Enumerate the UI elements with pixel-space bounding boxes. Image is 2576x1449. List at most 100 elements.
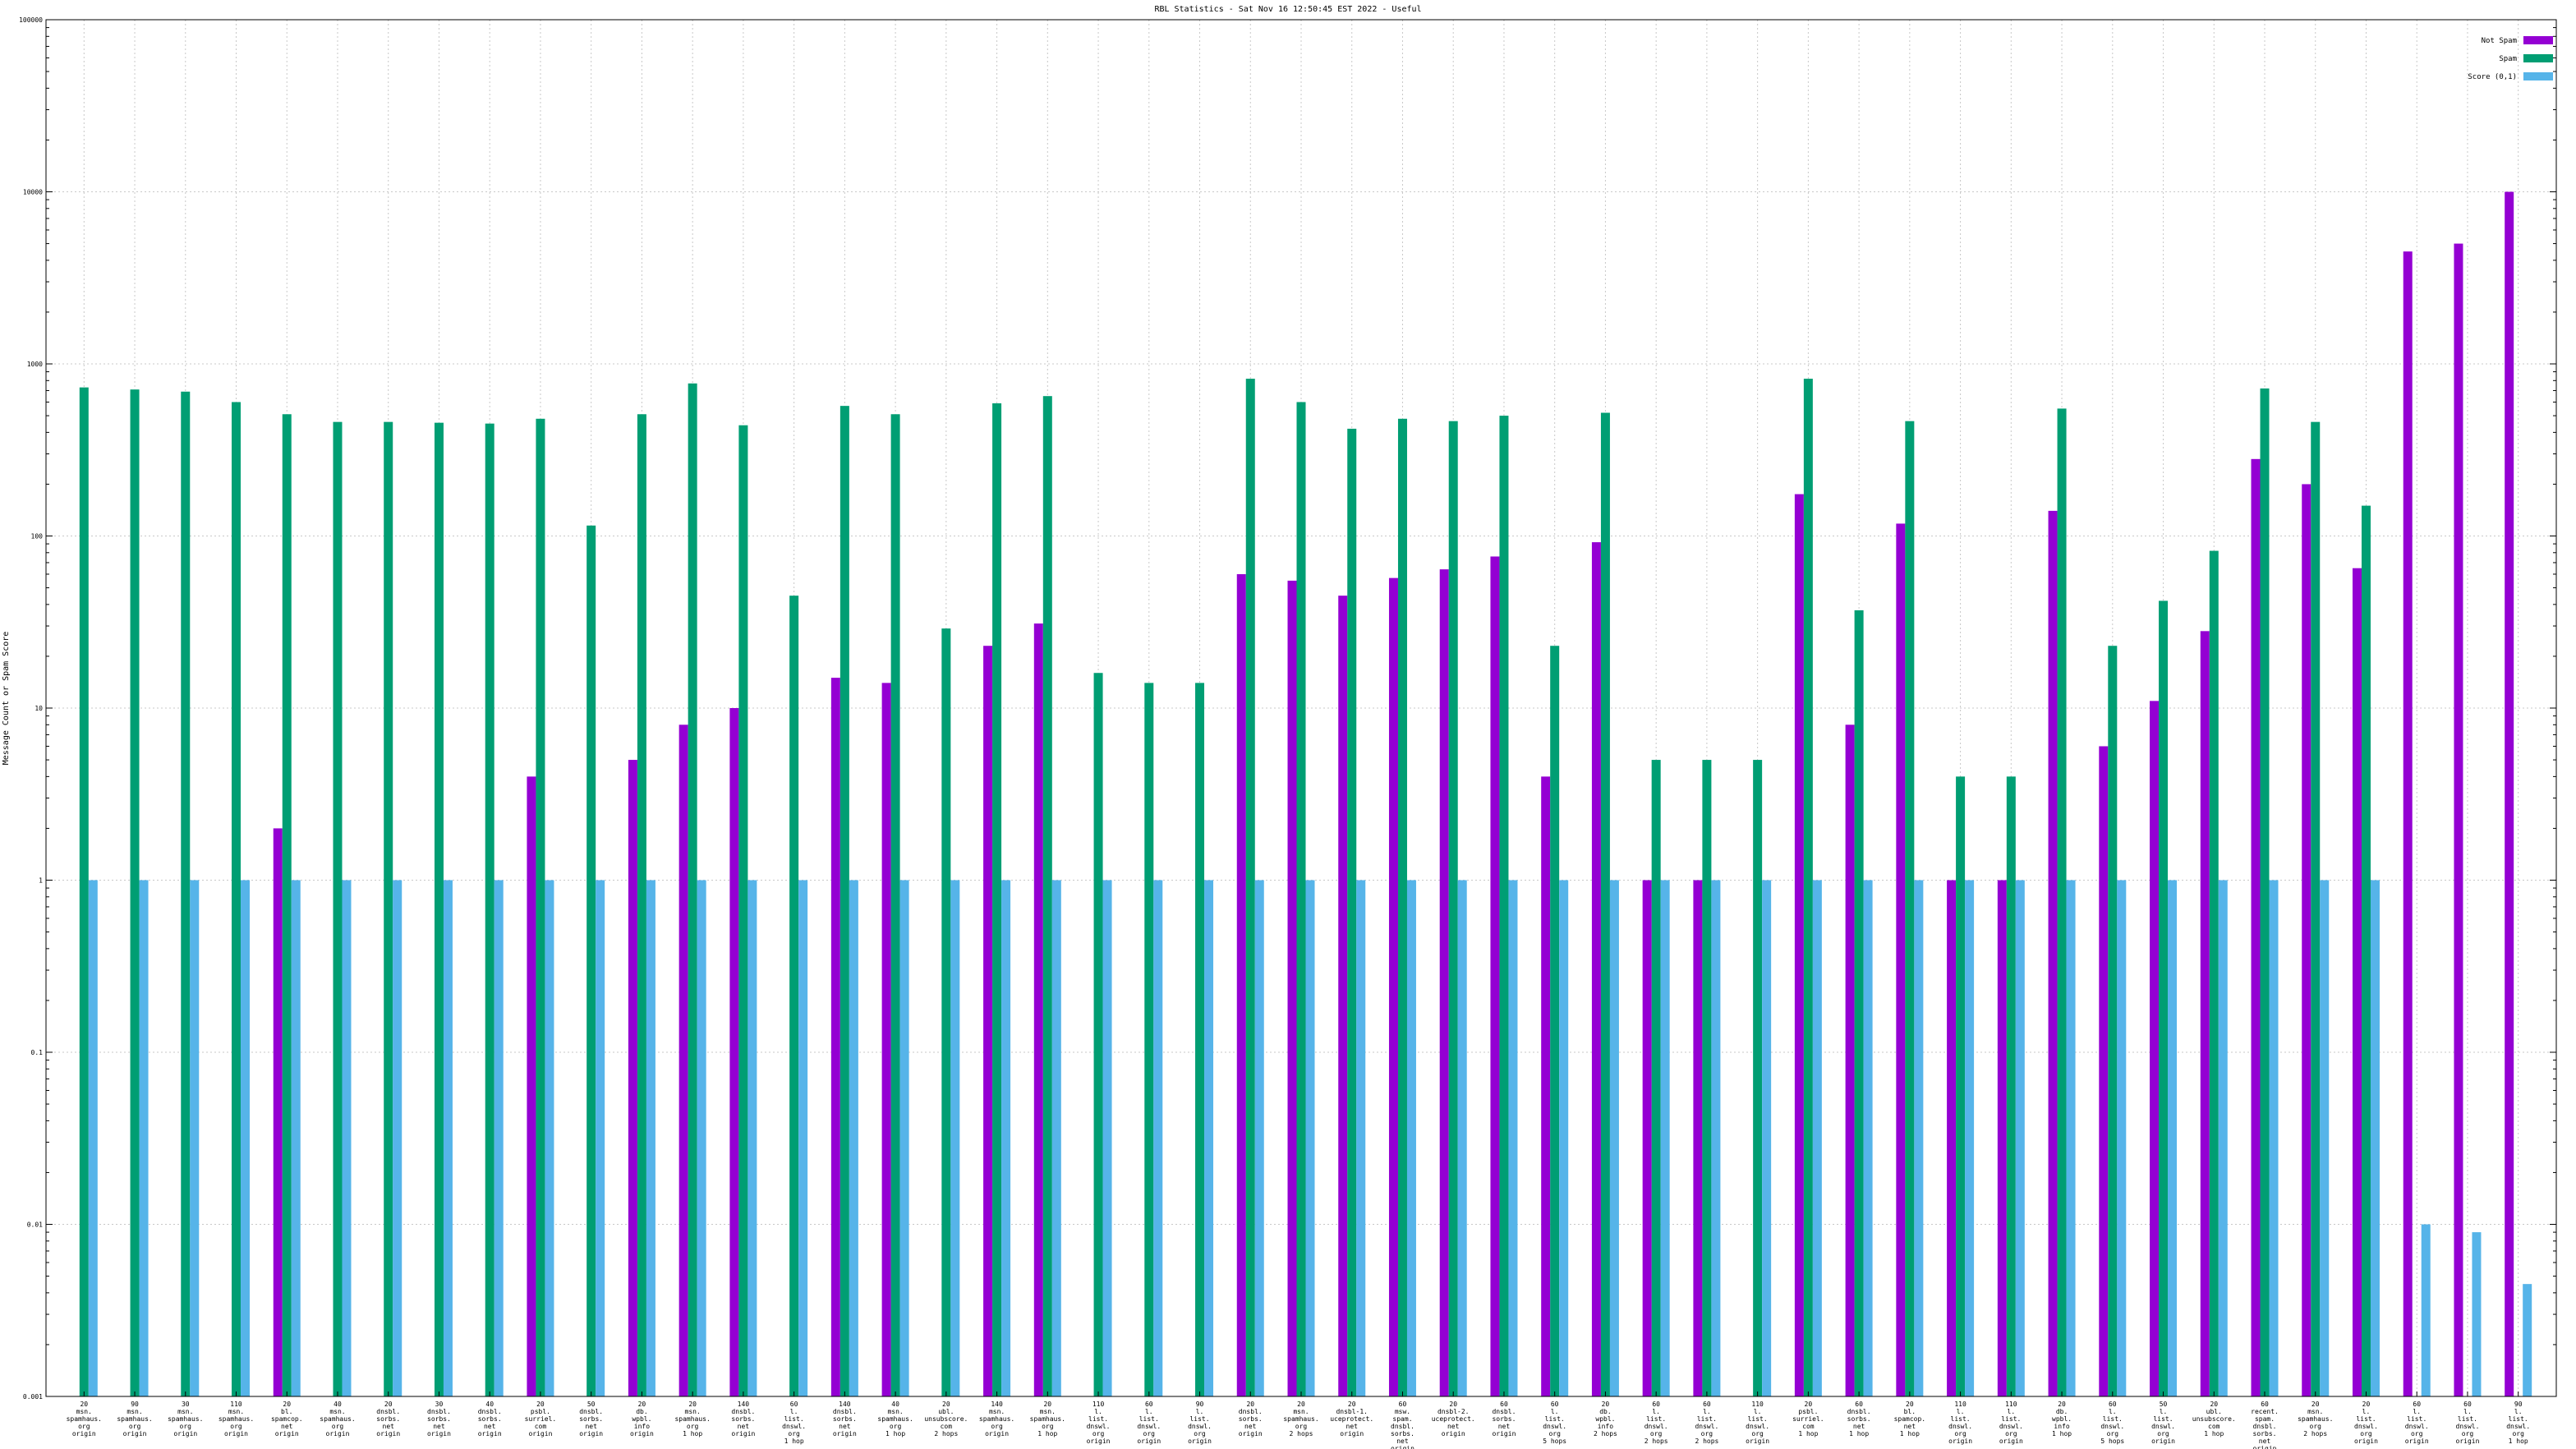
bar-spam [840, 406, 849, 1396]
x-tick-label: 110 l. list. dnswl. org origin [1999, 1401, 2023, 1445]
x-tick-label: 20 bl. spamcop. net origin [271, 1401, 303, 1438]
bar-not-spam [527, 776, 536, 1396]
x-tick-label: 60 dnsbl. sorbs. net origin [1492, 1401, 1516, 1438]
bar-score-0-1 [748, 880, 757, 1396]
bar-spam [1600, 412, 1610, 1396]
bar-spam [536, 418, 545, 1396]
x-tick-label: 60 l. list. dnswl. org 5 hops [1543, 1401, 1566, 1445]
bar-not-spam [628, 760, 637, 1396]
legend-label: Spam [2499, 55, 2517, 63]
bar-spam [79, 387, 89, 1397]
x-tick-label: 110 l. list. dnswl. org origin [1948, 1401, 1972, 1445]
bar-spam [2159, 600, 2169, 1396]
bar-not-spam [2302, 484, 2312, 1396]
bar-spam [2209, 550, 2219, 1397]
bar-not-spam [1490, 556, 1500, 1396]
bar-not-spam [881, 683, 891, 1396]
bar-not-spam [1236, 573, 1246, 1396]
chart-title: RBL Statistics - Sat Nov 16 12:50:45 EST… [1154, 5, 1421, 14]
bar-score-0-1 [1559, 880, 1569, 1396]
bar-score-0-1 [950, 880, 960, 1396]
bar-score-0-1 [2117, 880, 2127, 1396]
bar-not-spam [2454, 243, 2463, 1396]
plot-frame [45, 19, 2557, 1397]
bar-spam [1905, 421, 1915, 1396]
bar-score-0-1 [646, 880, 656, 1396]
bar-not-spam [1591, 542, 1601, 1396]
x-tick-label: 40 msn. spamhaus. org origin [320, 1401, 355, 1438]
bar-spam [1245, 379, 1255, 1396]
bar-spam [992, 403, 1002, 1397]
bar-score-0-1 [596, 880, 605, 1396]
legend-label: Score (0,1) [2468, 73, 2517, 81]
bar-score-0-1 [1762, 880, 1772, 1396]
bar-spam [2361, 505, 2371, 1396]
bar-spam [789, 596, 799, 1396]
bar-not-spam [1541, 776, 1551, 1396]
x-tick-label: 20 dnsbl-1. uceprotect. net origin [1330, 1401, 1373, 1438]
bar-not-spam [1439, 569, 1449, 1396]
bar-spam [586, 525, 596, 1396]
x-tick-label: 30 msn. spamhaus. org origin [168, 1401, 203, 1438]
bar-not-spam [1033, 623, 1043, 1396]
y-tick-label: 10 [34, 705, 43, 712]
x-tick-label: 110 l. list. dnswl. org origin [1746, 1401, 1769, 1445]
bar-spam [1702, 760, 1712, 1396]
x-tick-label: 110 msn. spamhaus. org origin [218, 1401, 254, 1438]
bar-not-spam [1388, 577, 1398, 1396]
bar-score-0-1 [291, 880, 301, 1396]
bar-spam [1753, 760, 1763, 1396]
bar-spam [333, 421, 343, 1396]
bar-not-spam [273, 828, 283, 1396]
bar-spam [1651, 760, 1661, 1396]
x-tick-label: 40 msn. spamhaus. org 1 hop [877, 1401, 913, 1438]
bar-spam [232, 402, 242, 1397]
y-tick-label: 0.01 [27, 1221, 43, 1229]
x-tick-label: 60 recent. spam. dnsbl. sorbs. net origin [2251, 1401, 2279, 1449]
bar-spam [2108, 646, 2118, 1396]
bar-score-0-1 [2472, 1232, 2482, 1396]
x-tick-label: 60 msw. spam. dnsbl. sorbs. net origin [1391, 1401, 1414, 1449]
x-tick-label: 20 ubl. unsubscore. com 2 hops [924, 1401, 968, 1438]
bar-score-0-1 [494, 880, 504, 1396]
bar-score-0-1 [1356, 880, 1366, 1396]
x-tick-label: 110 l. list. dnswl. org origin [1087, 1401, 1111, 1445]
bar-spam [941, 628, 951, 1396]
bar-not-spam [2150, 701, 2160, 1396]
x-tick-label: 20 msn. spamhaus. org 2 hops [1283, 1401, 1318, 1438]
bar-not-spam [2200, 631, 2210, 1396]
bar-score-0-1 [2523, 1284, 2532, 1396]
bar-spam [1956, 776, 1966, 1396]
bar-not-spam [1794, 494, 1804, 1397]
bar-not-spam [1287, 580, 1297, 1396]
x-tick-label: 50 dnsbl. sorbs. net origin [579, 1401, 603, 1438]
bar-not-spam [1997, 880, 2007, 1396]
bar-score-0-1 [1254, 880, 1264, 1396]
x-tick-label: 50 l. list. dnswl. org origin [2151, 1401, 2175, 1445]
bar-not-spam [2251, 458, 2261, 1397]
bar-spam [1347, 428, 1357, 1397]
bar-score-0-1 [545, 880, 554, 1396]
x-tick-label: 20 msn. spamhaus. org 1 hop [1030, 1401, 1065, 1438]
bar-spam [1803, 379, 1813, 1396]
bar-not-spam [1845, 724, 1855, 1396]
x-tick-label: 20 msn. spamhaus. org origin [67, 1401, 102, 1438]
bar-score-0-1 [1102, 880, 1112, 1396]
bar-spam [1144, 683, 1154, 1396]
bar-spam [1093, 673, 1103, 1396]
bar-not-spam [2352, 568, 2362, 1396]
x-tick-label: 20 bl. spamcop. net 1 hop [1894, 1401, 1926, 1438]
bar-score-0-1 [849, 880, 858, 1396]
bar-not-spam [2505, 191, 2514, 1396]
x-tick-label: 140 msn. spamhaus. org origin [979, 1401, 1014, 1438]
bar-score-0-1 [1863, 880, 1873, 1396]
bar-spam [434, 422, 444, 1396]
bar-score-0-1 [2370, 880, 2380, 1396]
bar-spam [485, 423, 494, 1396]
x-tick-label: 30 dnsbl. sorbs. net origin [427, 1401, 451, 1438]
bar-score-0-1 [899, 880, 909, 1396]
bar-score-0-1 [443, 880, 453, 1396]
bar-spam [384, 421, 393, 1396]
bar-score-0-1 [798, 880, 808, 1396]
legend-label: Not Spam [2482, 37, 2517, 45]
